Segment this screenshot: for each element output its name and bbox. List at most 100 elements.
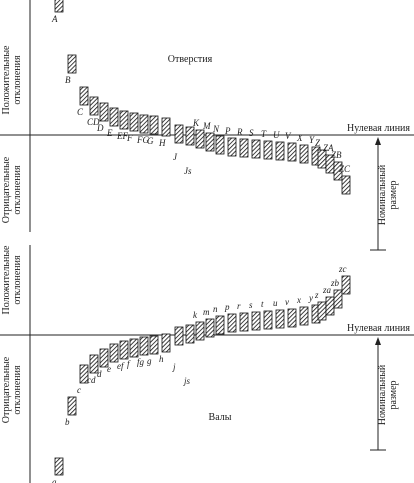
tolerance-zone [99,102,109,122]
tolerance-zone [149,115,159,135]
zone-label: zb [330,278,340,288]
nominal-label: размер [388,180,399,209]
zone-label: za [322,285,332,295]
zone-label: CD [87,117,100,127]
tolerance-zone [239,138,249,158]
tolerance-zone [185,324,195,344]
tolerance-zone [287,142,297,162]
zone-label: n [213,304,218,314]
tolerance-zone [263,140,273,160]
zone-label: f [127,359,131,369]
zone-label: b [65,417,70,427]
tolerance-zone [227,137,237,157]
nominal-label: Номинальный [377,364,388,425]
zone-label: X [296,133,303,143]
tolerance-zone [215,135,225,155]
tolerance-zone [195,129,205,149]
tolerance-zone [333,161,343,181]
tolerance-zone [174,124,184,144]
tolerance-zone [325,296,335,316]
panel-title: Валы [209,412,232,423]
zone-label: d [97,369,102,379]
tolerance-zone [119,110,129,130]
tolerance-zone [129,112,139,132]
tolerance-zone [341,275,351,295]
zone-label: v [285,297,289,307]
zone-label: EF [116,131,128,141]
tolerance-zone [161,333,171,353]
zone-label: y [308,293,313,303]
tolerance-zone [239,312,249,332]
zone-label: fg [137,357,145,367]
tolerance-zone [89,96,99,116]
tolerance-zone [67,396,77,416]
tolerance-zone [251,311,261,331]
nominal-label: размер [388,380,399,409]
zone-label: u [273,298,278,308]
zone-label: ZC [339,164,351,174]
zone-label: D [96,123,104,133]
tolerance-zone [275,141,285,161]
arrow-head [375,137,381,145]
zone-label: F [126,133,133,143]
tolerance-zone [299,144,309,164]
zone-label: S [249,128,254,138]
tolerance-zone [287,308,297,328]
zone-label: s [249,300,253,310]
tolerance-zone [205,318,215,338]
zone-label: Js [184,166,192,176]
tolerance-zone [129,338,139,358]
zone-label: t [261,299,264,309]
tolerance-zone [263,310,273,330]
tolerance-zone [341,175,351,195]
tolerance-zone [119,340,129,360]
tolerance-zone [227,313,237,333]
tolerance-zone [275,309,285,329]
negative-label: отклонения [12,165,23,215]
tolerance-zone [79,364,89,384]
tolerance-zone [215,315,225,335]
tolerance-zone [89,354,99,374]
zone-label: U [273,130,280,140]
positive-label: Положительные [1,45,12,115]
zone-label: A [51,14,58,24]
zone-label: K [192,118,200,128]
tolerance-zone [54,457,64,476]
zone-label: c [77,385,81,395]
zone-label: J [173,152,178,162]
zone-label: FG [136,135,149,145]
zone-label: cd [87,375,96,385]
tolerance-zone [139,336,149,356]
zone-label: p [224,302,230,312]
zone-label: R [236,127,243,137]
tolerance-zone [67,54,77,74]
negative-label: Отрицательные [1,156,12,223]
tolerance-zone [149,335,159,355]
zone-label: Y [309,135,315,145]
tolerance-zone [109,107,119,127]
zero-line-label: Нулевая линия [347,123,410,134]
negative-label: Отрицательные [1,356,12,423]
zone-label: m [203,307,210,317]
zone-label: js [183,376,191,386]
tolerance-zone [299,306,309,326]
zone-label: e [107,364,111,374]
tolerance-zone [99,348,109,368]
tolerance-zone [333,289,343,309]
arrow-head [375,337,381,345]
positive-label: отклонения [12,55,23,105]
zone-label: ZA [323,143,334,153]
tolerance-zone [109,343,119,363]
zone-label: T [261,129,267,139]
positive-label: Положительные [1,245,12,315]
zone-label: G [147,136,154,146]
nominal-label: Номинальный [377,164,388,225]
zone-label: zc [338,264,347,274]
panel-title: Отверстия [168,54,213,65]
zone-label: H [158,138,166,148]
zone-label: ZB [331,150,342,160]
zone-label: r [237,301,241,311]
tolerance-zone [139,114,149,134]
tolerance-zone [195,321,205,341]
